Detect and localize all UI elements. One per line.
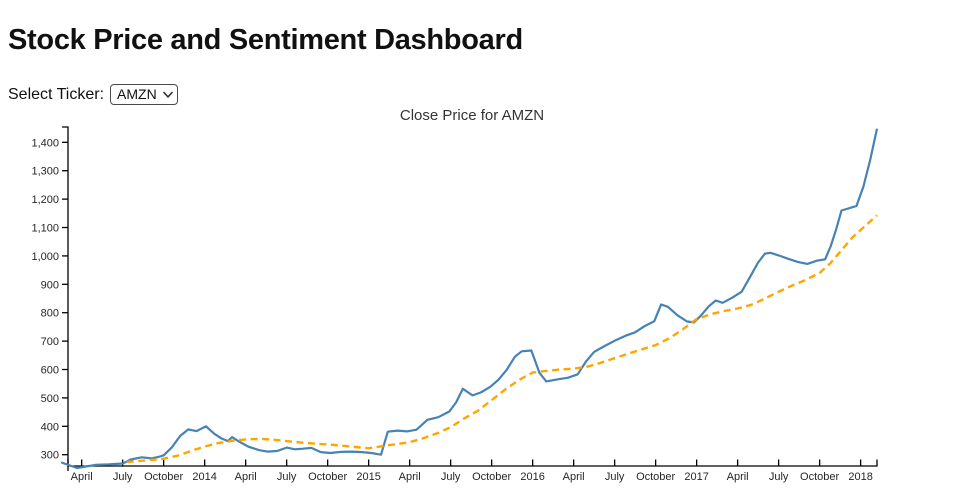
page-title: Stock Price and Sentiment Dashboard xyxy=(8,24,523,56)
ticker-select[interactable]: AMZN xyxy=(110,84,179,106)
x-tick-label: October xyxy=(472,471,511,483)
x-tick-label: April xyxy=(399,471,421,483)
y-tick-label: 600 xyxy=(41,365,59,377)
y-tick-label: 800 xyxy=(41,308,59,320)
x-tick-label: April xyxy=(235,471,257,483)
x-tick-label: October xyxy=(636,471,675,483)
x-tick-label: July xyxy=(113,471,133,483)
x-tick-label: October xyxy=(800,471,839,483)
x-tick-label: 2016 xyxy=(520,471,544,483)
ticker-selector-row: Select Ticker: AMZN xyxy=(8,84,960,106)
x-tick-label: July xyxy=(605,471,625,483)
y-tick-label: 1,400 xyxy=(31,137,59,149)
x-tick-label: July xyxy=(441,471,461,483)
y-tick-label: 700 xyxy=(41,336,59,348)
x-tick-label: 2017 xyxy=(684,471,708,483)
dashed-trend-line xyxy=(126,214,878,464)
x-tick-label: 2015 xyxy=(356,471,380,483)
x-tick-labels: April July October 2014 April July October 2015… xyxy=(71,471,873,483)
axes xyxy=(62,126,878,471)
y-tick-label: 1,200 xyxy=(31,194,59,206)
y-tick-label: 400 xyxy=(41,421,59,433)
x-tick-label: 2018 xyxy=(848,471,872,483)
y-tick-label: 900 xyxy=(41,279,59,291)
ticker-select-label: Select Ticker: xyxy=(8,85,105,103)
x-tick-label: April xyxy=(727,471,749,483)
y-tick-label: 1,100 xyxy=(31,223,59,235)
y-tick-label: 300 xyxy=(41,450,59,462)
y-tick-label: 500 xyxy=(41,393,59,405)
y-tick-label: 1,000 xyxy=(31,251,59,263)
x-tick-label: April xyxy=(71,471,93,483)
y-tick-label: 1,300 xyxy=(31,166,59,178)
x-tick-label: October xyxy=(308,471,347,483)
y-tick-labels: 300 400 500 600 700 800 900 1,000 1,100 1,200 1,30… xyxy=(31,137,59,461)
x-tick-label: April xyxy=(563,471,585,483)
chart-title: Close Price for AMZN xyxy=(400,107,544,124)
x-tick-label: October xyxy=(144,471,183,483)
x-tick-label: July xyxy=(277,471,297,483)
ticker-select-wrap: AMZN xyxy=(110,84,179,106)
x-axis xyxy=(67,459,878,467)
y-axis xyxy=(62,126,69,466)
x-tick-label: July xyxy=(769,471,789,483)
x-tick-label: 2014 xyxy=(192,471,216,483)
close-line xyxy=(60,128,879,470)
